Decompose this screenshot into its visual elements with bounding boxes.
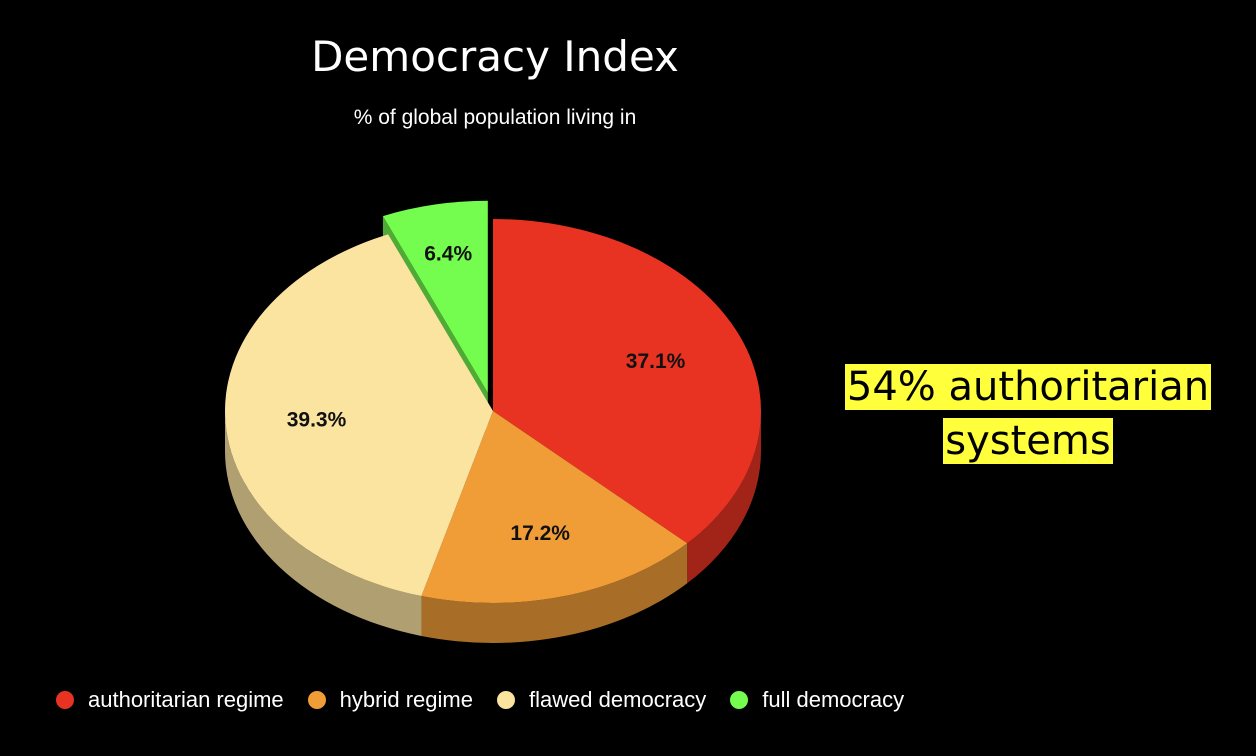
data-label-flawed-democracy: 39.3% <box>287 408 347 431</box>
pie-labels: 37.1% 17.2% 39.3% 6.4% <box>287 243 686 546</box>
legend-item-flawed-democracy: flawed democracy <box>496 687 707 713</box>
pie-slice-side-authoritarian-regime <box>687 411 761 584</box>
callout-line-2: systems <box>943 418 1113 464</box>
chart-subtitle: % of global population living in <box>353 106 637 129</box>
chart-title: Democracy Index <box>311 32 679 81</box>
callout-line-1: 54% authoritarian <box>844 364 1212 410</box>
data-label-hybrid-regime: 17.2% <box>510 522 570 545</box>
legend-item-authoritarian-regime: authoritarian regime <box>56 687 284 713</box>
pie-slice-flawed-democracy <box>224 234 493 597</box>
legend-marker-hybrid-regime <box>307 691 326 709</box>
legend-label-flawed-democracy: flawed democracy <box>528 687 707 712</box>
pie-slice-authoritarian-regime <box>493 219 761 544</box>
legend-marker-authoritarian-regime <box>56 691 74 709</box>
legend-label-authoritarian-regime: authoritarian regime <box>88 687 284 712</box>
pie-slice-side-hybrid-regime <box>421 543 688 644</box>
legend-marker-full-democracy <box>730 691 749 709</box>
pie-slice-side-flawed-democracy <box>225 411 422 637</box>
legend-item-full-democracy: full democracy <box>730 687 904 713</box>
chart-legend: authoritarian regime hybrid regime flawed … <box>56 687 928 713</box>
pie-slice-hybrid-regime <box>421 411 688 603</box>
callout-annotation: 54% authoritarian systems <box>820 360 1236 468</box>
pie-chart: 37.1% 17.2% 39.3% 6.4% <box>224 200 761 644</box>
legend-marker-flawed-democracy <box>496 691 515 709</box>
data-label-full-democracy: 6.4% <box>424 243 472 266</box>
data-label-authoritarian-regime: 37.1% <box>626 350 686 373</box>
pie-slice-full-democracy <box>382 200 488 393</box>
pie-tops <box>224 200 761 603</box>
legend-label-hybrid-regime: hybrid regime <box>339 687 473 712</box>
legend-item-hybrid-regime: hybrid regime <box>307 687 473 713</box>
legend-label-full-democracy: full democracy <box>762 687 905 712</box>
